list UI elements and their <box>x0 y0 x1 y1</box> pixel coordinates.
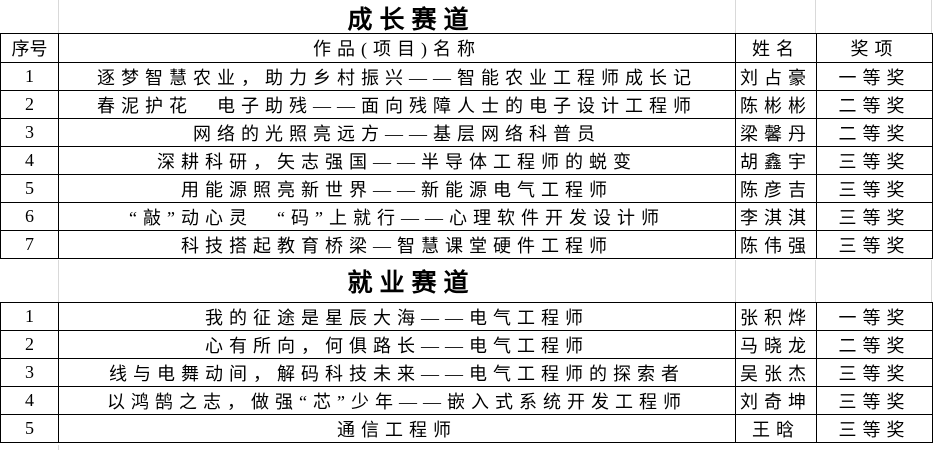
section-title-employment-track[interactable]: 就业赛道 <box>347 270 476 297</box>
award-cell[interactable]: 三等奖 <box>816 386 933 415</box>
award-cell[interactable]: 三等奖 <box>816 358 933 387</box>
award-cell[interactable]: 三等奖 <box>816 174 933 203</box>
gridline <box>931 260 932 302</box>
award-cell[interactable]: 三等奖 <box>816 230 933 259</box>
table-row: 3 网络的光照亮远方——基层网络科普员 梁馨丹 二等奖 <box>0 118 933 147</box>
table-row: 4 以鸿鹄之志，做强“芯”少年——嵌入式系统开发工程师 刘奇坤 三等奖 <box>0 386 933 415</box>
project-name-cell[interactable]: 用能源照亮新世界——新能源电气工程师 <box>58 174 736 203</box>
gridline <box>58 0 59 33</box>
award-cell[interactable]: 一等奖 <box>816 302 933 331</box>
header-cell-name[interactable]: 姓名 <box>735 33 817 63</box>
project-name-cell[interactable]: 线与电舞动间，解码科技未来——电气工程师的探索者 <box>58 358 736 387</box>
student-name-cell[interactable]: 梁馨丹 <box>735 118 817 147</box>
row-number-cell[interactable]: 4 <box>0 146 59 175</box>
gridline <box>931 0 932 33</box>
row-number-cell[interactable]: 1 <box>0 62 59 91</box>
row-number-cell[interactable]: 6 <box>0 202 59 231</box>
gridline <box>815 260 816 302</box>
table-row: 5 用能源照亮新世界——新能源电气工程师 陈彦吉 三等奖 <box>0 174 933 203</box>
award-cell[interactable]: 三等奖 <box>816 414 933 443</box>
student-name-cell[interactable]: 胡鑫宇 <box>735 146 817 175</box>
project-name-cell[interactable]: 我的征途是星辰大海——电气工程师 <box>58 302 736 331</box>
row-number-cell[interactable]: 5 <box>0 174 59 203</box>
student-name-cell[interactable]: 王晗 <box>735 414 817 443</box>
project-name-cell[interactable]: 深耕科研，矢志强国——半导体工程师的蜕变 <box>58 146 736 175</box>
student-name-cell[interactable]: 陈彦吉 <box>735 174 817 203</box>
row-number-cell[interactable]: 3 <box>0 118 59 147</box>
award-cell[interactable]: 二等奖 <box>816 118 933 147</box>
award-cell[interactable]: 三等奖 <box>816 202 933 231</box>
row-number-cell[interactable]: 2 <box>0 330 59 359</box>
employment-track-table: 1 我的征途是星辰大海——电气工程师 张积烨 一等奖 2 心有所向，何俱路长——… <box>0 302 933 443</box>
student-name-cell[interactable]: 马晓龙 <box>735 330 817 359</box>
student-name-cell[interactable]: 刘占豪 <box>735 62 817 91</box>
row-number-cell[interactable]: 4 <box>0 386 59 415</box>
table-row: 5 通信工程师 王晗 三等奖 <box>0 414 933 443</box>
row-number-cell[interactable]: 3 <box>0 358 59 387</box>
row-number-cell[interactable]: 5 <box>0 414 59 443</box>
student-name-cell[interactable]: 吴张杰 <box>735 358 817 387</box>
row-number-cell[interactable]: 1 <box>0 302 59 331</box>
project-name-cell[interactable]: 以鸿鹄之志，做强“芯”少年——嵌入式系统开发工程师 <box>58 386 736 415</box>
project-name-cell[interactable]: 通信工程师 <box>58 414 736 443</box>
section-title-growth-track[interactable]: 成长赛道 <box>347 7 476 34</box>
gridline <box>735 260 736 302</box>
table-row: 2 心有所向，何俱路长——电气工程师 马晓龙 二等奖 <box>0 330 933 359</box>
table-header-row: 序号 作品(项目)名称 姓名 奖项 <box>0 33 933 63</box>
student-name-cell[interactable]: 张积烨 <box>735 302 817 331</box>
student-name-cell[interactable]: 李淇淇 <box>735 202 817 231</box>
gridline <box>735 0 736 33</box>
award-cell[interactable]: 二等奖 <box>816 90 933 119</box>
student-name-cell[interactable]: 陈伟强 <box>735 230 817 259</box>
project-name-cell[interactable]: “敲”动心灵 “码”上就行——心理软件开发设计师 <box>58 202 736 231</box>
table-row: 2 春泥护花 电子助残——面向残障人士的电子设计工程师 陈彬彬 二等奖 <box>0 90 933 119</box>
header-cell-award[interactable]: 奖项 <box>816 33 933 63</box>
project-name-cell[interactable]: 春泥护花 电子助残——面向残障人士的电子设计工程师 <box>58 90 736 119</box>
table-row: 4 深耕科研，矢志强国——半导体工程师的蜕变 胡鑫宇 三等奖 <box>0 146 933 175</box>
gridline <box>815 0 816 33</box>
table-row: 6 “敲”动心灵 “码”上就行——心理软件开发设计师 李淇淇 三等奖 <box>0 202 933 231</box>
gridline <box>58 260 59 302</box>
project-name-cell[interactable]: 心有所向，何俱路长——电气工程师 <box>58 330 736 359</box>
header-cell-project[interactable]: 作品(项目)名称 <box>58 33 736 63</box>
row-number-cell[interactable]: 7 <box>0 230 59 259</box>
gridline <box>58 445 59 450</box>
award-cell[interactable]: 一等奖 <box>816 62 933 91</box>
student-name-cell[interactable]: 陈彬彬 <box>735 90 817 119</box>
project-name-cell[interactable]: 网络的光照亮远方——基层网络科普员 <box>58 118 736 147</box>
award-cell[interactable]: 三等奖 <box>816 146 933 175</box>
growth-track-table: 序号 作品(项目)名称 姓名 奖项 1 逐梦智慧农业，助力乡村振兴——智能农业工… <box>0 33 933 259</box>
project-name-cell[interactable]: 逐梦智慧农业，助力乡村振兴——智能农业工程师成长记 <box>58 62 736 91</box>
award-cell[interactable]: 二等奖 <box>816 330 933 359</box>
student-name-cell[interactable]: 刘奇坤 <box>735 386 817 415</box>
table-row: 1 逐梦智慧农业，助力乡村振兴——智能农业工程师成长记 刘占豪 一等奖 <box>0 62 933 91</box>
table-row: 1 我的征途是星辰大海——电气工程师 张积烨 一等奖 <box>0 302 933 331</box>
table-row: 3 线与电舞动间，解码科技未来——电气工程师的探索者 吴张杰 三等奖 <box>0 358 933 387</box>
header-cell-no[interactable]: 序号 <box>0 33 59 63</box>
project-name-cell[interactable]: 科技搭起教育桥梁—智慧课堂硬件工程师 <box>58 230 736 259</box>
table-row: 7 科技搭起教育桥梁—智慧课堂硬件工程师 陈伟强 三等奖 <box>0 230 933 259</box>
row-number-cell[interactable]: 2 <box>0 90 59 119</box>
